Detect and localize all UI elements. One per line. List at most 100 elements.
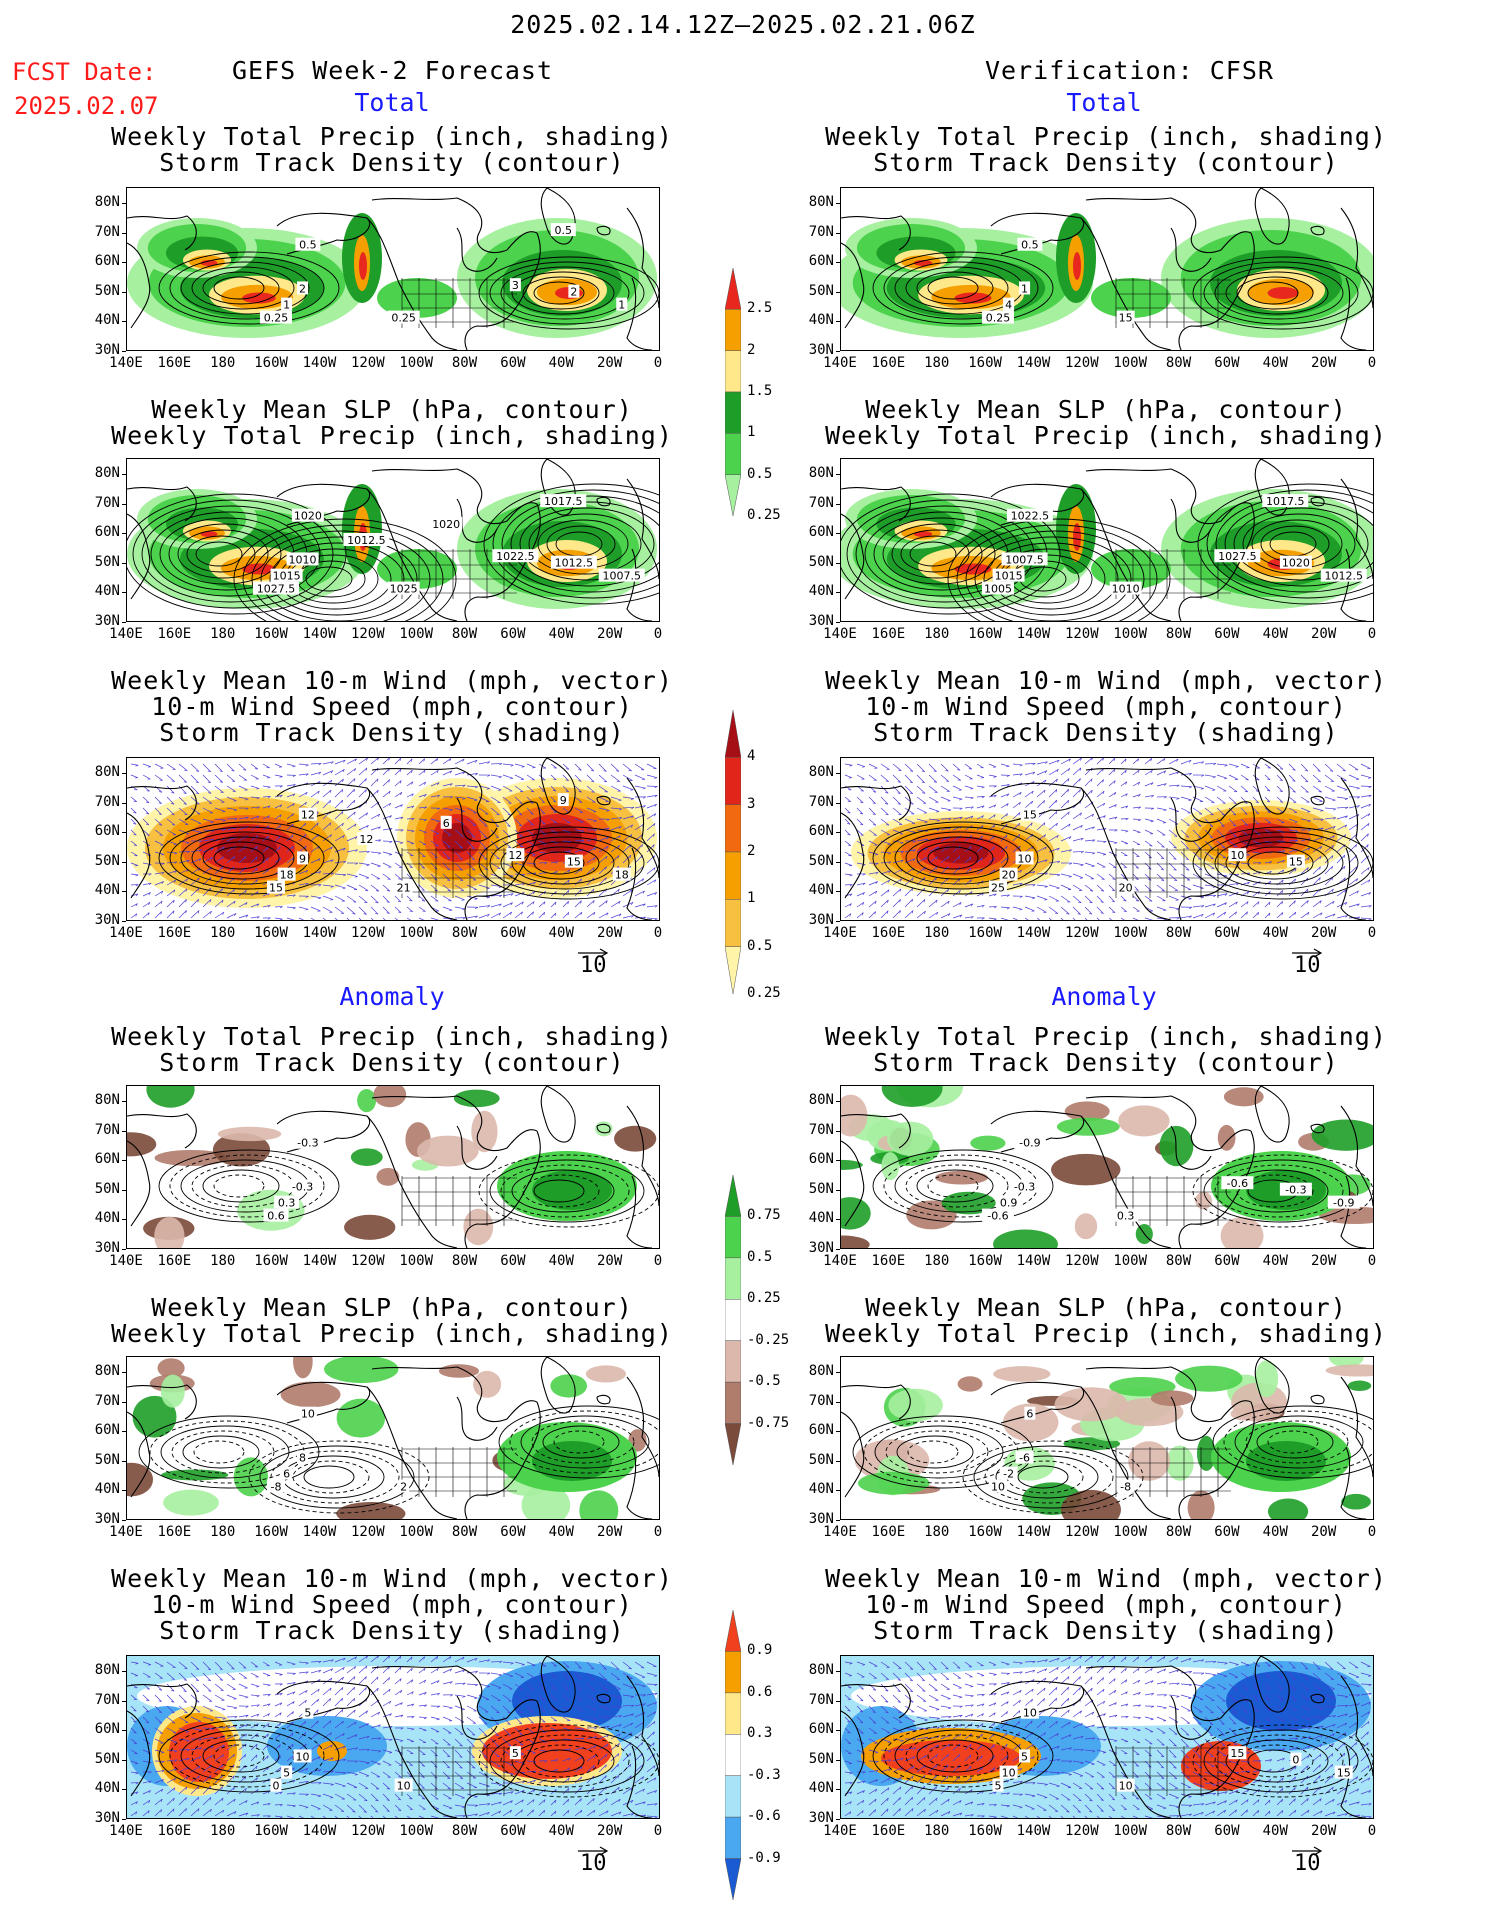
colorbar-swatch xyxy=(724,1816,742,1859)
lon-label: 60W xyxy=(500,1253,526,1269)
contour-label: 10 xyxy=(301,1408,315,1421)
panel-title: Weekly Mean SLP (hPa, contour) Weekly Tot… xyxy=(111,1295,673,1347)
contour-label-box xyxy=(988,880,1007,894)
lon-label: 120W xyxy=(350,1823,385,1839)
lat-tick xyxy=(122,920,126,922)
lon-label: 140E xyxy=(109,355,143,371)
lat-tick xyxy=(122,1219,126,1220)
lon-label: 140E xyxy=(109,1253,143,1269)
panel-title-line: Storm Track Density (shading) xyxy=(159,1616,625,1645)
lat-tick xyxy=(122,1490,126,1491)
contour-label-box xyxy=(430,516,463,530)
lat-label: 80N xyxy=(94,1092,120,1108)
lat-label: 50N xyxy=(94,1750,120,1767)
contour-label-box xyxy=(281,1466,293,1480)
panel-title-line: Storm Track Density (shading) xyxy=(873,718,1339,747)
lat-label: 50N xyxy=(808,1750,834,1767)
lon-label: 80W xyxy=(451,1524,478,1540)
contour-label-box xyxy=(394,880,413,894)
contour-label: 12 xyxy=(508,849,522,862)
contour-label-box xyxy=(1320,568,1367,582)
lat-tick xyxy=(122,203,126,204)
lon-label: 140W xyxy=(302,1253,337,1269)
lon-label: 100W xyxy=(1113,355,1148,371)
contour-label: 5 xyxy=(994,1780,1001,1793)
lat-tick xyxy=(122,1818,126,1820)
lat-tick xyxy=(122,1789,126,1790)
lon-label: 180 xyxy=(210,925,236,941)
lat-label: 50N xyxy=(808,282,834,299)
lat-label: 70N xyxy=(808,494,834,511)
vector-reference-value: 10 xyxy=(1294,953,1321,978)
colorbar-swatch xyxy=(724,1651,742,1694)
lon-label: 160W xyxy=(968,626,1002,642)
left-total-label: Total xyxy=(354,88,430,117)
lon-label: 140W xyxy=(1016,355,1051,371)
lat-label: 30N xyxy=(808,612,834,629)
lat-tick xyxy=(122,291,126,293)
lat-tick xyxy=(122,232,126,234)
right-total-label: Total xyxy=(1066,88,1142,117)
contour-label-box xyxy=(981,581,1014,595)
contour-label: 6 xyxy=(1026,1408,1033,1421)
lat-tick xyxy=(836,1101,840,1102)
panel-title-line: Weekly Mean 10-m Wind (mph, vector) xyxy=(111,666,673,695)
lat-tick xyxy=(122,1248,126,1250)
map-panel-l1: 0.5 2 1 0.25 0.25 3 2 1 0.5 xyxy=(126,187,660,351)
lat-label: 50N xyxy=(808,1451,834,1468)
lon-label: 160W xyxy=(968,1524,1002,1540)
lon-label: 160E xyxy=(157,1823,192,1839)
panel-title-line: Weekly Mean SLP (hPa, contour) xyxy=(151,395,633,424)
panel-title: Weekly Mean SLP (hPa, contour) Weekly Tot… xyxy=(111,397,673,449)
lon-label: 180 xyxy=(210,1253,236,1269)
contour-label: 10 xyxy=(1023,1707,1037,1720)
lon-label: 140E xyxy=(109,925,143,941)
lon-label: 0 xyxy=(653,355,663,371)
colorbar-label: 0.25 xyxy=(747,985,781,1001)
lat-label: 40N xyxy=(808,312,834,328)
panel-title: Weekly Mean 10-m Wind (mph, vector) 10-m … xyxy=(825,668,1387,746)
lon-label: 140E xyxy=(109,1524,143,1540)
lat-label: 60N xyxy=(94,823,120,839)
lat-label: 70N xyxy=(808,1392,834,1409)
contour-label-box xyxy=(1017,237,1043,251)
contour-label-box xyxy=(540,494,587,508)
lat-label: 40N xyxy=(808,583,834,599)
contour-label: 1027.5 xyxy=(257,583,296,596)
lat-label: 70N xyxy=(808,1691,834,1708)
contour-label: 0.25 xyxy=(986,312,1011,325)
lat-label: 50N xyxy=(94,282,120,299)
contour-label: 5 xyxy=(283,1767,290,1780)
lon-label: 120W xyxy=(350,925,385,941)
lat-tick xyxy=(836,1372,840,1373)
colorbar-label: 2.5 xyxy=(747,300,773,317)
colorbar-label: 0.9 xyxy=(747,1642,773,1659)
contour-label: 10 xyxy=(1018,852,1032,865)
contour-label: 9 xyxy=(299,852,306,865)
colorbar-label: 4 xyxy=(747,748,756,765)
lat-tick xyxy=(836,350,840,352)
contour-label-box xyxy=(1013,1135,1046,1149)
lon-label: 180 xyxy=(924,1524,950,1540)
lon-label: 0 xyxy=(653,1253,663,1269)
panel-title-line: 10-m Wind Speed (mph, contour) xyxy=(151,692,633,721)
contour-label-box xyxy=(1006,508,1053,522)
lon-label: 100W xyxy=(399,925,434,941)
contour-label-box xyxy=(1290,1752,1302,1766)
lat-label: 80N xyxy=(808,465,834,481)
panel-title: Weekly Total Precip (inch, shading) Storm… xyxy=(111,124,673,176)
lat-label: 50N xyxy=(94,852,120,869)
lat-tick xyxy=(836,1460,840,1462)
contour-label-box xyxy=(509,278,521,292)
lat-label: 40N xyxy=(808,882,834,898)
lon-label: 180 xyxy=(210,626,236,642)
lon-label: 180 xyxy=(924,1253,950,1269)
contour-label-box xyxy=(270,568,303,582)
lat-tick xyxy=(836,291,840,293)
lon-label: 60W xyxy=(500,626,526,642)
lat-tick xyxy=(836,621,840,623)
lat-label: 60N xyxy=(94,253,120,269)
lon-label: 160W xyxy=(254,626,288,642)
panel-title: Weekly Mean 10-m Wind (mph, vector) 10-m … xyxy=(111,668,673,746)
